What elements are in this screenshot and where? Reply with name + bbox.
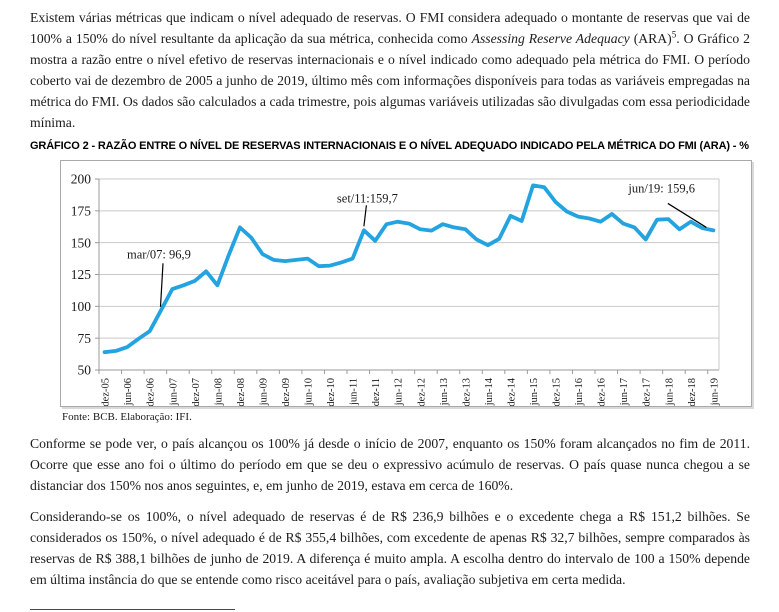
x-axis-tick-label: jun-08 <box>213 378 224 406</box>
data-point-annotation: set/11:159,7 <box>337 192 398 206</box>
reserves-ratio-line <box>102 183 716 355</box>
x-axis-tick-label: dez-15 <box>552 378 563 406</box>
x-axis-tick-label: dez-06 <box>146 378 157 406</box>
x-axis-tick-label: jun-10 <box>304 378 315 406</box>
x-axis-tick-label: dez-07 <box>191 378 202 406</box>
x-axis-tick-label: dez-09 <box>281 378 292 406</box>
x-axis-tick-label: jun-18 <box>664 378 675 406</box>
x-axis-tick-label: jun-07 <box>168 378 179 406</box>
paragraph-intro: Existem várias métricas que indicam o ní… <box>30 0 750 133</box>
x-axis-tick-label: dez-08 <box>236 378 247 406</box>
x-axis-tick-label: jun-17 <box>619 378 630 406</box>
x-axis-tick-label: dez-16 <box>597 378 608 406</box>
x-axis-tick-label: dez-11 <box>371 378 382 406</box>
line-chart: 50 75 100 125 150 175 200 dez-05 jun-06 dez-06 jun… <box>71 172 721 407</box>
x-axis-tick-label: jun-09 <box>258 378 269 406</box>
y-axis-tick-label: 50 <box>78 363 92 378</box>
footnote-reference: 5 <box>671 29 677 40</box>
paragraph-intro-text: Existem várias métricas que indicam o ní… <box>30 10 750 46</box>
x-axis-tick-label: dez-13 <box>461 378 472 406</box>
chart-source-note: Fonte: BCB. Elaboração: IFI. <box>62 411 192 424</box>
x-axis-tick-label: jun-15 <box>529 378 540 406</box>
y-axis-tick-label: 100 <box>71 299 92 314</box>
paragraph-intro-text2: (ARA) <box>629 30 672 46</box>
data-point-annotation: jun/19: 159,6 <box>627 182 695 196</box>
x-axis-tick-label: jun-19 <box>709 378 720 406</box>
paragraph-analysis-1: Conforme se pode ver, o país alcançou os… <box>30 436 750 494</box>
data-point-annotation: mar/07: 96,9 <box>127 248 191 262</box>
x-axis-tick-label: dez-12 <box>416 378 427 406</box>
y-axis-tick-label: 125 <box>71 268 92 283</box>
x-axis-tick-label: dez-17 <box>642 378 653 406</box>
y-axis-tick-label: 175 <box>71 204 92 219</box>
x-axis-tick-label: jun-16 <box>574 378 585 406</box>
x-axis-tick-label: dez-10 <box>326 378 337 406</box>
x-axis-tick-label: jun-12 <box>394 378 405 406</box>
x-axis-tick-label: jun-13 <box>439 378 450 406</box>
italic-term: Assessing Reserve Adequacy <box>471 30 630 46</box>
x-axis-tick-label: dez-14 <box>506 378 517 407</box>
footnote-separator <box>30 609 235 610</box>
x-axis-tick-label: dez-18 <box>687 378 698 406</box>
y-axis-tick-label: 150 <box>71 236 92 251</box>
paragraph-intro-text3: . O Gráfico 2 mostra a razão entre o nív… <box>30 30 751 130</box>
chart-figure: 50 75 100 125 150 175 200 dez-05 jun-06 dez-06 jun… <box>60 160 752 408</box>
x-axis-tick-label: dez-05 <box>101 378 112 406</box>
chart-title: GRÁFICO 2 - RAZÃO ENTRE O NÍVEL DE RESER… <box>30 140 749 153</box>
x-axis-tick-label: jun-06 <box>123 378 134 406</box>
paragraph-analysis-2: Considerando-se os 100%, o nível adequad… <box>30 509 750 587</box>
x-axis-tick-label: jun-11 <box>349 378 360 406</box>
y-axis-tick-label: 75 <box>78 331 92 346</box>
x-axis-tick-label: jun-14 <box>484 378 495 407</box>
y-axis-tick-label: 200 <box>71 172 92 187</box>
